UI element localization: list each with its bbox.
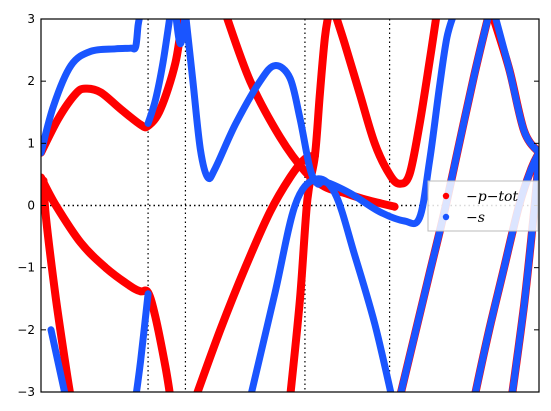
series-0-band-5: [286, 19, 332, 392]
series-1-band-8: [472, 149, 539, 392]
y-tick-label-1: −2: [17, 323, 35, 337]
y-tick-label-2: −1: [17, 261, 35, 275]
series-1-band-5: [132, 290, 152, 392]
legend-marker-s: [442, 213, 450, 221]
series-1-band-3: [172, 19, 189, 48]
legend-label-s: −s: [466, 210, 485, 226]
y-tick-label-6: 3: [27, 12, 35, 26]
legend-marker-p-tot: [442, 192, 450, 200]
legend-label-p-tot: −p−tot: [466, 189, 518, 205]
series-1-band-2: [144, 19, 174, 127]
y-tick-label-3: 0: [27, 199, 35, 213]
legend-box: [427, 180, 539, 232]
y-tick-label-4: 1: [27, 136, 35, 150]
series-1-band-1: [182, 19, 456, 228]
series-1-band-0: [41, 19, 143, 157]
series-0-band-6: [332, 19, 441, 188]
series-1-band-10: [492, 19, 539, 157]
legend: −p−tot −s: [427, 180, 539, 232]
y-tick-label-5: 2: [27, 74, 35, 88]
series-0-band-1: [41, 173, 174, 392]
series-1-band-6: [47, 326, 69, 392]
y-axis: −3 −2 −1 0 1 2 3: [17, 12, 539, 399]
series-0-band-0: [41, 19, 187, 157]
y-tick-label-0: −3: [17, 385, 35, 399]
series-1-band-4: [248, 175, 395, 392]
